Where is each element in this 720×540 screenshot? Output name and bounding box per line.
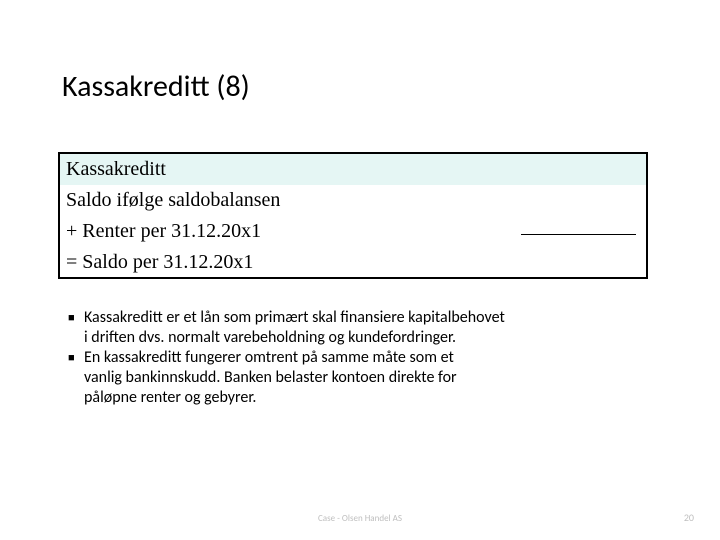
bullet-marker — [68, 368, 84, 388]
page-number: 20 — [684, 511, 694, 524]
bullet-marker: ■ — [68, 308, 84, 328]
list-text: i driften dvs. normalt varebeholdning og… — [84, 328, 633, 348]
bullet-list: ■ Kassakreditt er et lån som primært ska… — [68, 308, 633, 408]
bullet-marker: ■ — [68, 348, 84, 368]
list-text: Kassakreditt er et lån som primært skal … — [84, 308, 633, 328]
kassakreditt-table: Kassakreditt Saldo ifølge saldobalansen … — [58, 152, 648, 279]
list-text: påløpne renter og gebyrer. — [84, 388, 633, 408]
list-item: vanlig bankinnskudd. Banken belaster kon… — [68, 368, 633, 388]
list-item: i driften dvs. normalt varebeholdning og… — [68, 328, 633, 348]
list-item: ■ En kassakreditt fungerer omtrent på sa… — [68, 348, 633, 368]
slide: Kassakreditt (8) Kassakreditt Saldo iføl… — [0, 0, 720, 540]
bullet-marker — [68, 388, 84, 408]
underline-rule — [521, 234, 636, 235]
slide-title: Kassakreditt (8) — [62, 68, 250, 105]
table-row: + Renter per 31.12.20x1 — [60, 216, 646, 247]
list-item: påløpne renter og gebyrer. — [68, 388, 633, 408]
list-text: En kassakreditt fungerer omtrent på samm… — [84, 348, 633, 368]
table-row: Saldo ifølge saldobalansen — [60, 185, 646, 216]
list-item: ■ Kassakreditt er et lån som primært ska… — [68, 308, 633, 328]
table-row: = Saldo per 31.12.20x1 — [60, 247, 646, 278]
footer-caption: Case - Olsen Handel AS — [0, 513, 720, 524]
bullet-marker — [68, 328, 84, 348]
list-text: vanlig bankinnskudd. Banken belaster kon… — [84, 368, 633, 388]
table-header: Kassakreditt — [60, 154, 646, 185]
